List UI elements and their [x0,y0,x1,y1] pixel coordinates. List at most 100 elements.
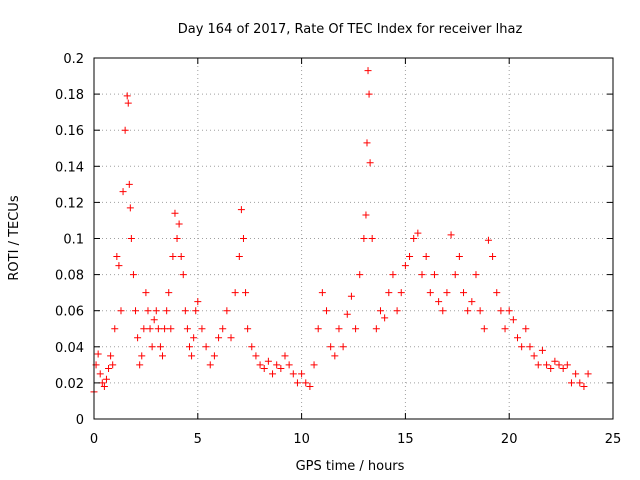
x-tick-labels: 0 5 10 15 20 25 [90,432,621,447]
data-point [96,370,104,378]
data-point [514,334,522,342]
data-point [464,307,472,315]
data-point [443,289,451,297]
data-point [414,229,422,237]
data-point [534,361,542,369]
data-point [347,292,355,300]
data-point [152,307,160,315]
data-point [422,253,430,261]
data-point [335,325,343,333]
data-point [163,307,171,315]
y-tick-label: 0.2 [63,52,84,67]
data-point [125,180,133,188]
data-point [362,211,370,219]
data-point [173,235,181,242]
data-point [563,361,571,369]
data-point [538,346,546,354]
data-point [376,307,384,315]
data-point [138,352,146,360]
data-point [165,289,173,297]
data-point [256,361,264,369]
data-point [113,253,121,261]
data-point [159,352,167,360]
y-tick-label: 0.06 [55,305,84,320]
data-point [468,298,476,306]
data-point [202,343,210,351]
data-point [119,188,127,196]
data-point [285,361,293,369]
data-point [435,298,443,306]
data-point [227,334,235,342]
data-point [339,343,347,351]
data-point [356,271,364,279]
y-tick-label: 0 [76,413,84,428]
data-point [318,289,326,297]
data-point [260,364,268,372]
data-point [526,343,534,351]
data-point [223,307,231,315]
data-point [192,307,200,315]
data-point [126,204,134,212]
data-point [177,253,185,261]
data-point [385,289,393,297]
data-point [142,289,150,297]
data-point [389,271,397,279]
data-point [215,334,223,342]
data-point [306,383,314,391]
data-point [310,361,318,369]
data-point [144,307,152,315]
y-axis-label: ROTI / TECUs [7,195,22,280]
data-point [154,325,162,333]
data-point [484,236,492,244]
data-point [567,379,575,387]
data-point [264,357,272,365]
data-point [372,325,380,333]
data-point [298,370,306,378]
data-point [460,289,468,297]
data-point [235,253,243,261]
data-point [455,253,463,261]
x-tick-label: 25 [605,432,622,447]
data-point [576,379,584,387]
data-point [231,289,239,297]
data-point [248,343,256,351]
data-point [352,325,360,333]
data-point [559,364,567,372]
data-point [109,361,117,369]
data-point [94,350,102,358]
x-tick-label: 0 [90,432,98,447]
data-point [127,235,135,242]
y-tick-label: 0.04 [55,341,84,356]
data-point [302,379,310,387]
data-point [509,316,517,324]
data-point [167,325,175,333]
y-tick-label: 0.14 [55,160,84,175]
y-tick-label: 0.08 [55,269,84,284]
data-point [331,352,339,360]
data-point [343,310,351,318]
y-tick-labels: 0 0.02 0.04 0.06 0.08 0.1 0.12 0.14 0.16 0.18 0.2 [55,52,84,428]
data-point [175,220,183,228]
y-tick-label: 0.16 [55,124,84,139]
y-tick-label: 0.02 [55,377,84,392]
data-point [188,352,196,360]
data-point [368,235,376,242]
data-point [418,271,426,279]
data-point [401,262,409,270]
data-point [472,271,480,279]
data-point [314,325,322,333]
data-point [426,289,434,297]
data-point [476,307,484,315]
data-point [543,361,551,369]
data-point [363,139,371,147]
data-point [181,307,189,315]
data-point [185,343,193,351]
y-tick-label: 0.18 [55,88,84,103]
data-point [551,357,559,365]
data-point [580,383,588,391]
data-point [381,314,389,322]
data-point [161,325,169,333]
data-point [150,316,158,324]
data-point [289,370,297,378]
